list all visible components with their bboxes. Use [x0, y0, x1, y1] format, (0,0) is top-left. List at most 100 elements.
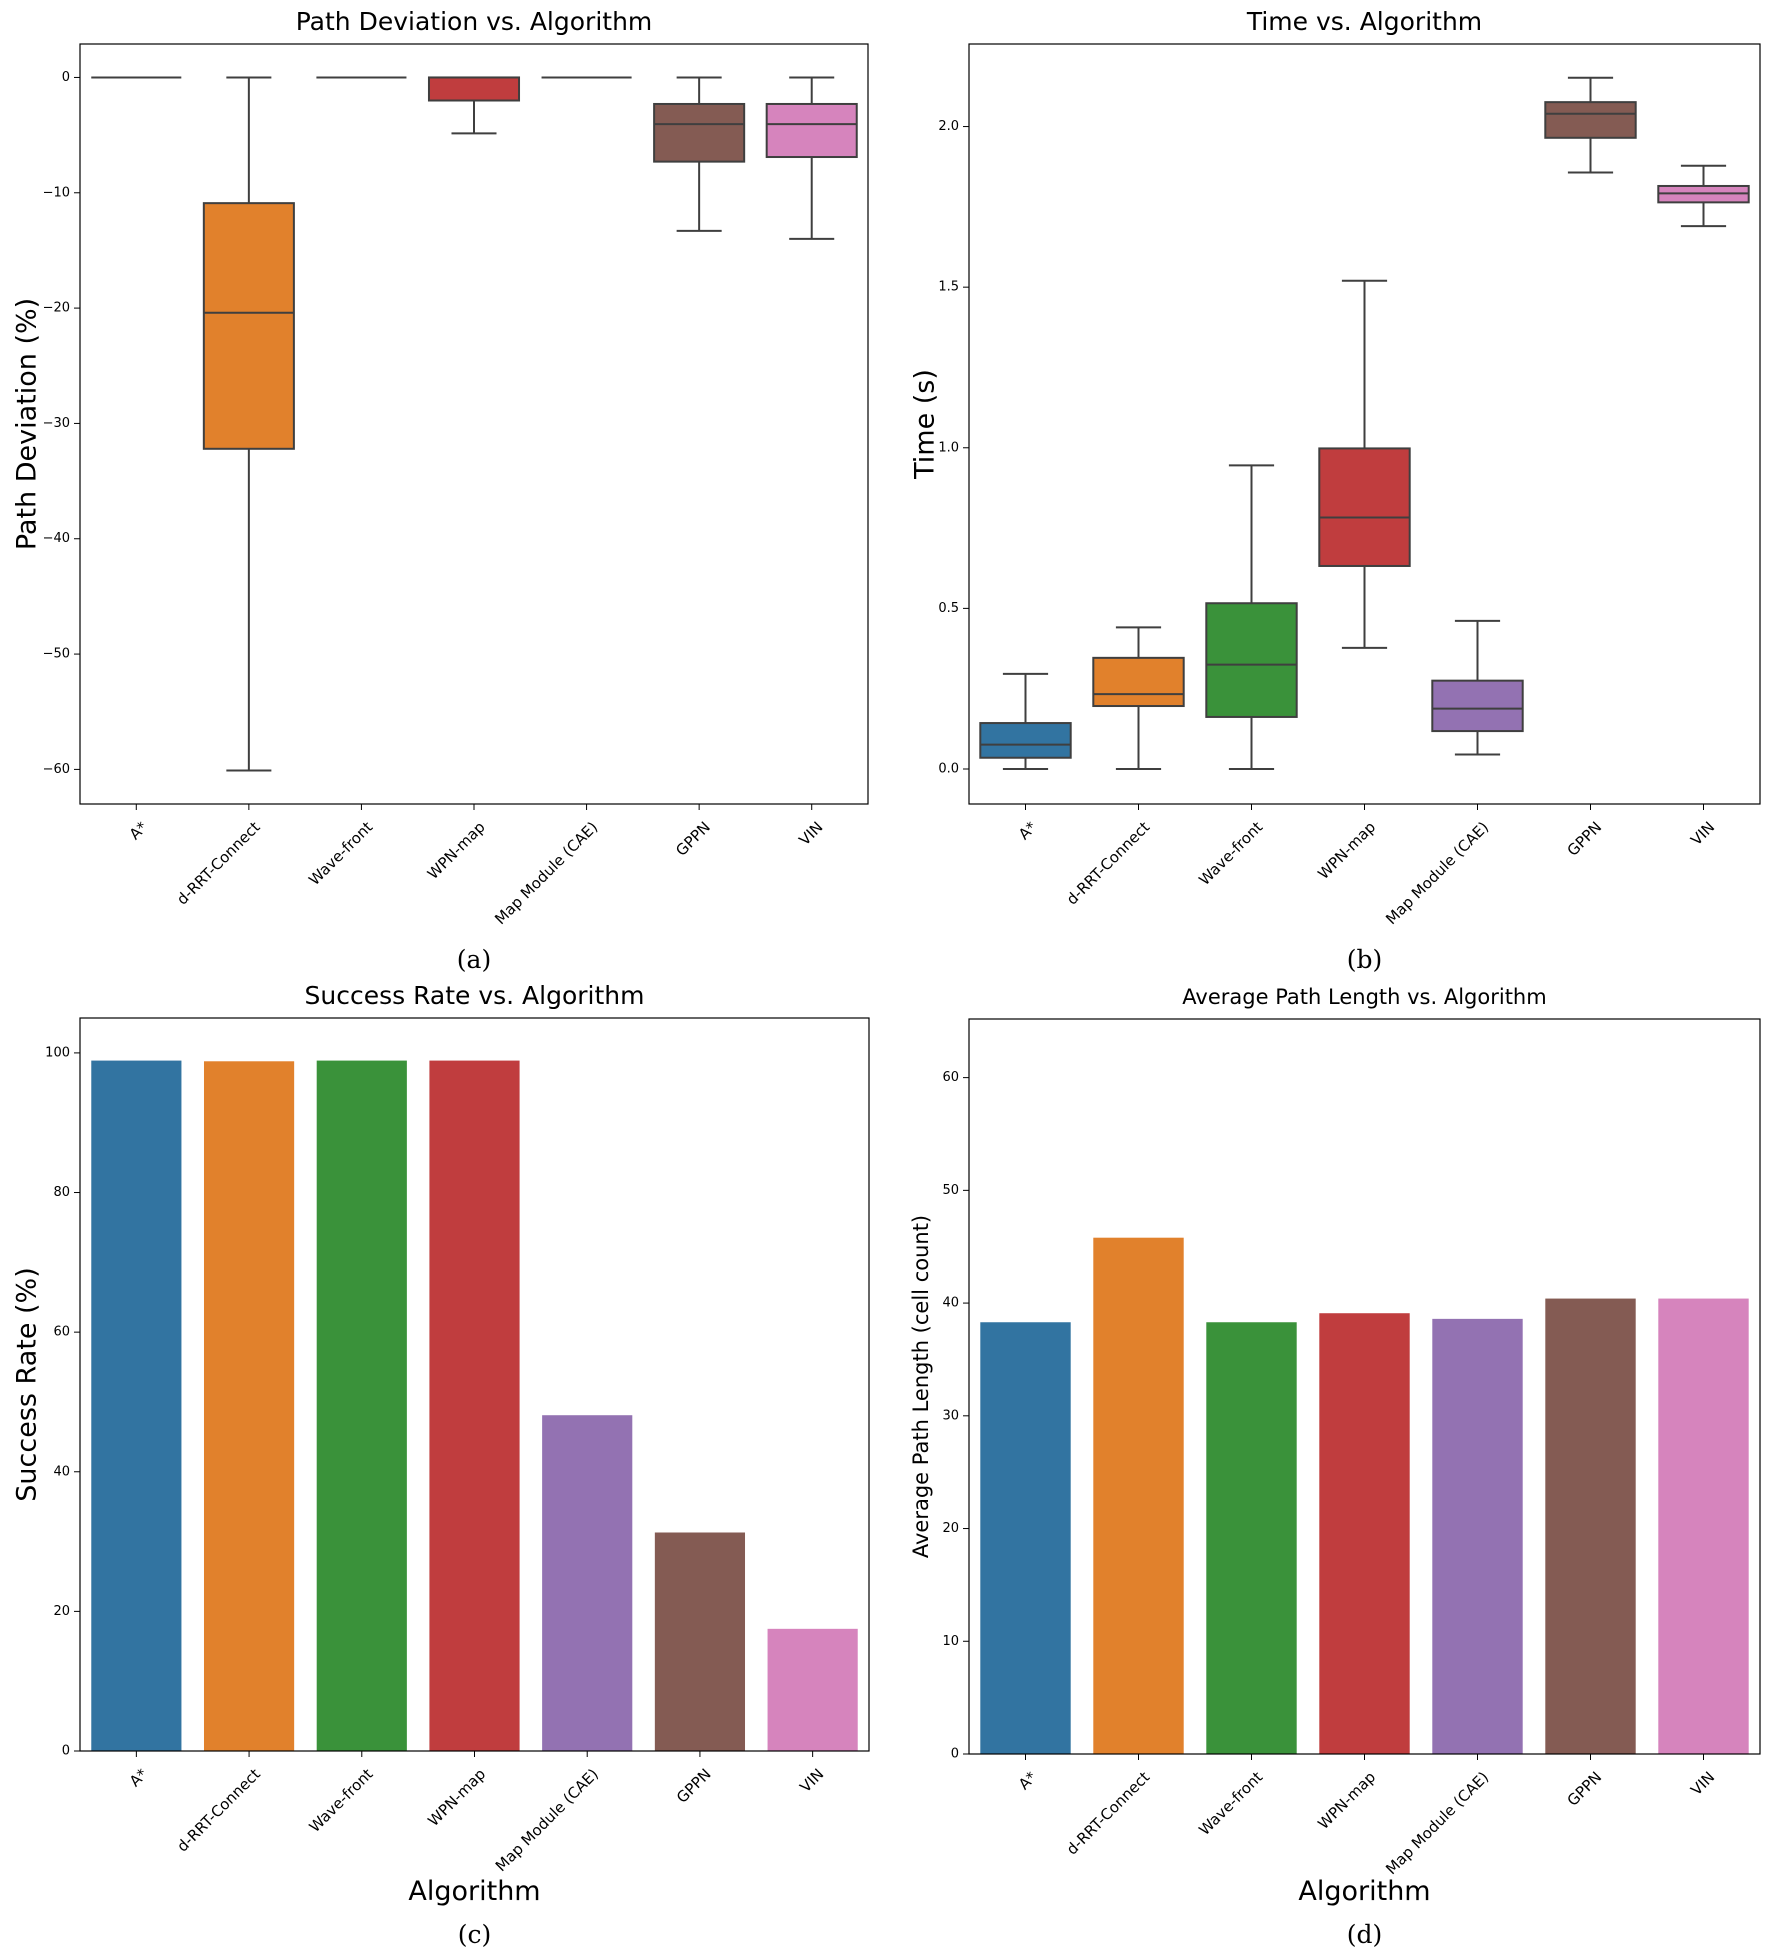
x-tick-label: GPPN	[1564, 818, 1606, 860]
bar-d-rrt-connect	[203, 1061, 295, 1751]
bar-a-	[980, 1322, 1071, 1754]
bar-wave-front	[1206, 1322, 1297, 1754]
x-tick-label: WPN-map	[1314, 1768, 1379, 1833]
y-tick-label: 1.5	[938, 280, 959, 295]
x-tick-label: Map Module (CAE)	[492, 1765, 602, 1875]
box-wave-front	[1205, 464, 1298, 770]
chart-panel-1: Path Deviation vs. Algorithm Path Deviati…	[12, 7, 869, 974]
panel-caption: (a)	[457, 945, 491, 974]
chart-panel-4: Average Path Length vs. Algorithm Average…	[909, 985, 1761, 1949]
x-tick-label: GPPN	[1564, 1768, 1606, 1810]
y-tick-label: 0	[62, 70, 70, 85]
y-tick-label: 60	[942, 1070, 959, 1085]
x-tick-label: VIN	[1687, 1768, 1718, 1799]
y-tick-label: −30	[43, 416, 70, 431]
y-tick-label: 100	[45, 1045, 70, 1060]
x-tick-label: A*	[1015, 818, 1041, 844]
x-tick-label: VIN	[1687, 818, 1718, 849]
x-tick-label: Map Module (CAE)	[491, 818, 601, 928]
iqr-box	[979, 722, 1072, 759]
iqr-box	[427, 76, 521, 102]
y-axis-label: Time (s)	[910, 369, 941, 480]
iqr-box	[1431, 679, 1524, 733]
iqr-box	[1092, 656, 1185, 708]
y-axis-label: Average Path Length (cell count)	[909, 1215, 933, 1558]
panel-caption: (b)	[1347, 945, 1383, 974]
axes-frame	[79, 1017, 870, 1752]
chart-panel-2: Time vs. Algorithm Time (s) (b) 0.0 0.5 1.0 1.…	[910, 7, 1761, 974]
chart-title: Path Deviation vs. Algorithm	[296, 7, 653, 36]
y-tick-label: 50	[942, 1183, 959, 1198]
y-tick-label: 80	[53, 1185, 70, 1200]
bar-gppn	[1545, 1298, 1636, 1754]
iqr-box	[653, 102, 746, 163]
bar-wpn-map	[429, 1060, 520, 1751]
y-tick-label: 30	[942, 1408, 959, 1423]
y-axis-label: Success Rate (%)	[12, 1267, 43, 1501]
x-tick-label: GPPN	[672, 818, 714, 860]
box-vin	[765, 76, 858, 240]
y-tick-label: −20	[43, 301, 70, 316]
bar-wpn-map	[1319, 1313, 1410, 1754]
x-tick-label: A*	[1015, 1768, 1041, 1794]
box-d-rrt-connect	[1092, 626, 1185, 770]
x-tick-label: A*	[126, 818, 152, 844]
y-tick-label: 2.0	[938, 119, 959, 134]
x-tick-label: Wave-front	[305, 818, 376, 889]
box-d-rrt-connect	[202, 76, 295, 772]
bar-map-module-cae-	[542, 1415, 633, 1751]
panel-caption: (d)	[1347, 1920, 1383, 1949]
iqr-box	[1205, 602, 1298, 718]
x-tick-label: Map Module (CAE)	[1382, 1768, 1492, 1878]
box-wpn-map	[1318, 279, 1411, 649]
y-tick-label: 0.5	[938, 601, 959, 616]
box-map-module-cae-	[1431, 619, 1524, 756]
y-tick-label: 20	[53, 1604, 70, 1619]
box-vin	[1657, 164, 1750, 228]
x-tick-label: WPN-map	[1314, 818, 1379, 883]
iqr-box	[1544, 101, 1637, 139]
bar-wave-front	[316, 1060, 407, 1751]
x-tick-label: Wave-front	[1195, 818, 1266, 889]
iqr-box	[765, 102, 858, 159]
box-a-	[979, 672, 1072, 770]
x-tick-label: d-RRT-Connect	[173, 1765, 264, 1856]
x-tick-label: A*	[126, 1765, 152, 1791]
chart-title: Average Path Length vs. Algorithm	[1182, 985, 1546, 1009]
iqr-box	[1318, 447, 1411, 567]
bar-a-	[91, 1060, 182, 1751]
bar-vin	[1658, 1298, 1749, 1754]
bar-gppn	[654, 1532, 746, 1751]
x-tick-label: Wave-front	[306, 1765, 377, 1836]
y-tick-label: 60	[53, 1325, 70, 1340]
bar-d-rrt-connect	[1093, 1237, 1184, 1754]
bar-map-module-cae-	[1432, 1318, 1523, 1754]
x-tick-label: d-RRT-Connect	[1063, 818, 1154, 909]
y-tick-label: 40	[942, 1296, 959, 1311]
x-tick-label: WPN-map	[424, 1765, 489, 1830]
iqr-box	[202, 202, 295, 450]
x-tick-label: Map Module (CAE)	[1382, 818, 1492, 928]
y-tick-label: 0	[62, 1744, 70, 1759]
y-tick-label: 10	[942, 1634, 959, 1649]
chart-panel-3: Success Rate vs. Algorithm Success Rate (…	[12, 981, 870, 1949]
x-tick-label: WPN-map	[424, 818, 489, 883]
box-gppn	[1544, 76, 1637, 174]
y-tick-label: −40	[43, 531, 70, 546]
y-tick-label: 1.0	[938, 440, 959, 455]
axes-frame	[79, 43, 869, 805]
x-tick-label: GPPN	[673, 1765, 715, 1807]
chart-title: Time vs. Algorithm	[1246, 7, 1482, 36]
x-axis-label: Algorithm	[1298, 1876, 1430, 1907]
y-tick-label: 20	[942, 1521, 959, 1536]
x-tick-label: d-RRT-Connect	[173, 818, 264, 909]
panel-caption: (c)	[458, 1920, 492, 1949]
y-tick-label: −10	[43, 185, 70, 200]
box-gppn	[653, 76, 746, 232]
x-tick-label: Wave-front	[1195, 1768, 1266, 1839]
y-tick-label: −60	[43, 762, 70, 777]
x-tick-label: VIN	[796, 1765, 827, 1796]
y-tick-label: 40	[53, 1464, 70, 1479]
y-tick-label: −50	[43, 647, 70, 662]
